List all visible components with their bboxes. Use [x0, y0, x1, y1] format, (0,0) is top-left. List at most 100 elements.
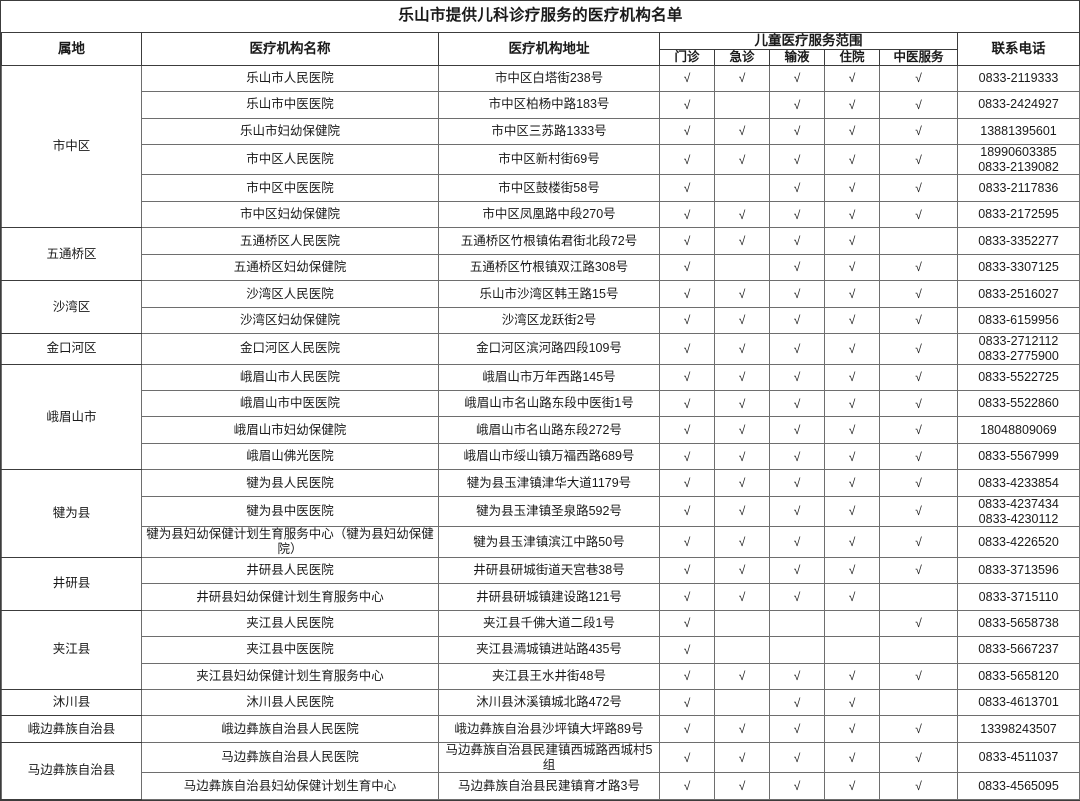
table-row: 五通桥区 五通桥区人民医院 五通桥区竹根镇佑君街北段72号 √ √ √ √ 0833-3352…	[1, 227, 1080, 282]
cell-service-outpatient: √	[659, 416, 715, 444]
check-mark-icon: √	[848, 423, 856, 438]
check-mark-icon: √	[848, 260, 856, 275]
header-row-services: 门诊 急诊 输液 住院 中医服务	[2, 48, 1080, 66]
cell-institution-address: 市中区新村街69号	[438, 143, 660, 176]
check-mark-icon: √	[848, 341, 856, 356]
cell-service-inpatient: √	[824, 688, 880, 717]
table-row: 马边彝族自治县妇幼保健计划生育中心 马边彝族自治县民建镇育才路3号 √ √ √ √ √ 083…	[2, 772, 1080, 800]
cell-service-emergency: √	[714, 117, 770, 145]
check-mark-icon: √	[848, 286, 856, 301]
cell-institution-name: 峨边彝族自治县人民医院	[141, 715, 439, 743]
cell-service-inpatient: √	[824, 200, 880, 229]
check-mark-icon: √	[793, 313, 801, 328]
cell-service-inpatient: √	[824, 306, 880, 335]
cell-institution-address: 夹江县王水井街48号	[438, 662, 660, 690]
check-mark-icon: √	[848, 695, 856, 710]
cell-service-outpatient: √	[659, 715, 715, 743]
cell-service-outpatient: √	[659, 143, 715, 176]
cell-service-tcm: √	[879, 200, 958, 229]
cell-phone: 0833-3713596	[956, 556, 1080, 585]
cell-service-infusion	[769, 609, 825, 638]
cell-service-outpatient: √	[659, 688, 715, 717]
cell-service-emergency: √	[714, 556, 770, 585]
col-header-address: 医疗机构地址	[438, 32, 660, 66]
cell-service-tcm: √	[879, 64, 958, 93]
check-mark-icon: √	[793, 449, 801, 464]
table-row: 沐川县 沐川县人民医院 沐川县沐溪镇城北路472号 √ √ √ 0833-4613701	[1, 688, 1080, 717]
cell-service-tcm: √	[879, 495, 958, 528]
cell-institution-name: 乐山市人民医院	[141, 64, 439, 93]
check-mark-icon: √	[793, 669, 801, 684]
cell-service-emergency: √	[714, 143, 770, 176]
check-mark-icon: √	[848, 563, 856, 578]
cell-institution-name: 五通桥区妇幼保健院	[141, 253, 439, 282]
cell-institution-name: 沐川县人民医院	[141, 688, 439, 717]
table-row: 夹江县 夹江县人民医院 夹江县千佛大道二段1号 √ √ 0833-5658738	[1, 609, 1080, 690]
table-row: 市中区中医医院 市中区鼓楼街58号 √ √ √ √ 0833-2117836	[2, 174, 1080, 202]
check-mark-icon: √	[848, 722, 856, 737]
cell-service-infusion: √	[769, 227, 825, 255]
cell-institution-name: 乐山市中医医院	[141, 91, 439, 119]
cell-region: 井研县	[1, 556, 142, 611]
cell-phone: 0833-5658738	[956, 609, 1080, 638]
check-mark-icon: √	[683, 71, 691, 86]
check-mark-icon: √	[915, 286, 922, 301]
cell-service-inpatient: √	[824, 390, 880, 418]
check-mark-icon: √	[683, 234, 691, 248]
check-mark-icon: √	[683, 563, 691, 578]
check-mark-icon: √	[848, 207, 856, 222]
cell-region: 夹江县	[1, 609, 142, 690]
check-mark-icon: √	[738, 152, 746, 167]
table-row: 乐山市妇幼保健院 市中区三苏路1333号 √ √ √ √ √ 13881395601	[2, 117, 1080, 145]
table-row: 沙湾区妇幼保健院 沙湾区龙跃街2号 √ √ √ √ √ 0833-6159956	[2, 306, 1080, 335]
cell-service-tcm: √	[879, 526, 958, 558]
cell-service-infusion: √	[769, 442, 825, 471]
table-row: 峨边彝族自治县 峨边彝族自治县人民医院 峨边彝族自治县沙坪镇大坪路89号 √ √ √ √ √ 1…	[1, 715, 1080, 743]
cell-institution-name: 井研县妇幼保健计划生育服务中心	[141, 583, 439, 611]
cell-institution-name: 马边彝族自治县妇幼保健计划生育中心	[141, 772, 439, 800]
cell-service-infusion: √	[769, 143, 825, 176]
cell-service-tcm: √	[879, 662, 958, 690]
check-mark-icon: √	[683, 97, 691, 112]
check-mark-icon: √	[793, 286, 801, 301]
cell-institution-address: 市中区鼓楼街58号	[438, 174, 660, 202]
check-mark-icon: √	[915, 563, 922, 578]
cell-service-outpatient: √	[659, 333, 715, 365]
cell-service-outpatient: √	[659, 772, 715, 800]
cell-region: 犍为县	[1, 469, 142, 558]
table-row: 井研县 井研县人民医院 井研县研城街道天宫巷38号 √ √ √ √ √ 0833-3713596	[1, 556, 1080, 611]
cell-service-inpatient: √	[824, 583, 880, 611]
cell-service-infusion: √	[769, 363, 825, 392]
cell-service-emergency	[714, 636, 770, 664]
cell-region: 沙湾区	[1, 280, 142, 335]
cell-region: 五通桥区	[1, 227, 142, 282]
check-mark-icon: √	[915, 341, 922, 356]
check-mark-icon: √	[915, 779, 922, 793]
check-mark-icon: √	[848, 534, 856, 549]
cell-phone: 18990603385 0833-2139082	[956, 143, 1080, 176]
check-mark-icon: √	[793, 695, 801, 710]
cell-service-tcm: √	[879, 772, 958, 800]
cell-institution-address: 井研县研城镇建设路121号	[438, 583, 660, 611]
cell-service-tcm: √	[879, 469, 958, 497]
cell-region: 市中区	[1, 64, 142, 229]
cell-service-outpatient: √	[659, 64, 715, 93]
check-mark-icon: √	[738, 313, 746, 328]
check-mark-icon: √	[915, 97, 922, 112]
cell-phone: 0833-4226520	[956, 526, 1080, 558]
cell-institution-address: 犍为县玉津镇圣泉路592号	[438, 495, 660, 528]
cell-phone: 13881395601	[956, 117, 1080, 145]
cell-service-inpatient: √	[824, 662, 880, 690]
cell-service-tcm: √	[879, 556, 958, 585]
cell-service-outpatient: √	[659, 636, 715, 664]
cell-service-infusion: √	[769, 306, 825, 335]
cell-service-outpatient: √	[659, 495, 715, 528]
cell-service-tcm: √	[879, 143, 958, 176]
header-row-main: 属地 医疗机构名称 医疗机构地址 儿童医疗服务范围 联系电话	[1, 32, 1080, 66]
check-mark-icon: √	[683, 124, 691, 139]
check-mark-icon: √	[848, 181, 856, 196]
cell-service-emergency: √	[714, 526, 770, 558]
check-mark-icon: √	[793, 750, 801, 765]
cell-institution-name: 峨眉山佛光医院	[141, 442, 439, 471]
cell-phone: 0833-4511037	[956, 741, 1080, 774]
